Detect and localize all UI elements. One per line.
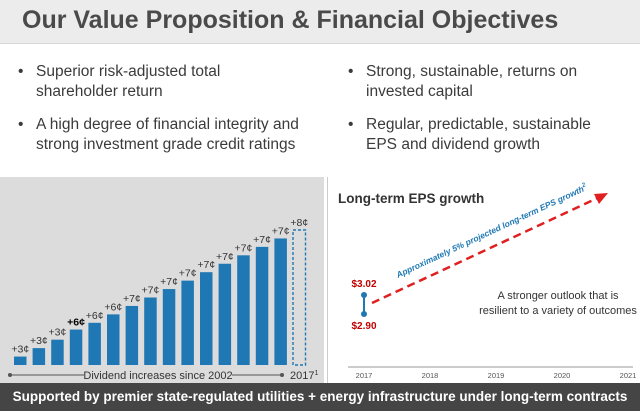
bullet-item: • A high degree of financial integrity a…	[18, 115, 318, 155]
page-title: Our Value Proposition & Financial Object…	[22, 6, 559, 34]
dividend-bar	[107, 314, 120, 365]
dividend-bar	[200, 272, 213, 365]
dividend-bar-label: +7¢	[123, 293, 141, 305]
dividend-bar	[69, 329, 83, 365]
bullet-text-line: A high degree of financial integrity and	[36, 116, 299, 133]
dividend-bar	[125, 305, 139, 365]
dividend-bar	[88, 322, 101, 365]
axis-end-dot	[280, 373, 284, 377]
footer-banner: Supported by premier state-regulated uti…	[0, 383, 640, 411]
dividend-bar-label: +3¢	[30, 335, 48, 347]
dividend-chart-panel: +3¢ +3¢ +3¢ +6¢ +6¢ +6¢ +7¢ +7¢ +7¢ +7¢ +7¢ +7¢ +7¢ +…	[0, 177, 324, 383]
bullet-text-line: Regular, predictable, sustainable	[366, 116, 591, 133]
bullet-text-line: Strong, sustainable, returns on	[366, 63, 578, 80]
dividend-bar-chart: +3¢+3¢+3¢+6¢+6¢+6¢+7¢+7¢+7¢+7¢+7¢+7¢+7¢+…	[8, 217, 318, 382]
dividend-bar	[237, 255, 250, 365]
eps-range-high-label: $3.02	[351, 279, 376, 290]
eps-projection-arrow	[371, 194, 603, 305]
dividend-bar-label: +8¢	[290, 217, 308, 229]
dividend-bar-label: +7¢	[253, 234, 271, 246]
eps-chart-title: Long-term EPS growth	[338, 191, 484, 206]
dividend-bar-label: +7¢	[142, 285, 160, 297]
eps-chart-panel: Long-term EPS growth 2017 2018 2019 2020 2021…	[327, 177, 640, 383]
bullet-text-line: EPS and dividend growth	[366, 136, 541, 153]
dividend-bar-label: +6¢	[67, 317, 85, 329]
dividend-bar-label: +7¢	[235, 242, 253, 254]
bullet-text-line: shareholder return	[36, 83, 163, 100]
eps-x-tick-label: 2017	[356, 371, 373, 380]
dividend-bar-label: +3¢	[49, 327, 67, 339]
dividend-bar-label: +7¢	[160, 276, 178, 288]
dividend-end-year-label: 20171	[290, 370, 318, 382]
eps-x-tick-label: 2019	[488, 371, 505, 380]
bullet-item: • Strong, sustainable, returns on invest…	[348, 62, 638, 102]
bullet-dot-icon: •	[348, 116, 354, 133]
dividend-bar-label: +7¢	[216, 251, 234, 263]
dividend-bar	[32, 348, 46, 365]
eps-range-low-point	[361, 311, 367, 317]
dividend-bar-label: +3¢	[11, 344, 29, 356]
bullet-dot-icon: •	[348, 63, 354, 80]
bullet-dot-icon: •	[18, 63, 24, 80]
dividend-bar	[144, 297, 157, 365]
bullet-item: • Regular, predictable, sustainable EPS …	[348, 115, 638, 155]
dividend-bar-label: +6¢	[86, 310, 104, 322]
eps-x-tick-label: 2020	[554, 371, 571, 380]
eps-annotation-line: A stronger outlook that is	[497, 290, 619, 302]
dividend-bar	[218, 263, 232, 365]
bullet-dot-icon: •	[18, 116, 24, 133]
dividend-bar-label: +6¢	[104, 301, 122, 313]
eps-range-low-label: $2.90	[351, 321, 376, 332]
bullet-text-line: invested capital	[366, 83, 473, 100]
dividend-bar-label: +7¢	[272, 225, 290, 237]
bullet-list-right: • Strong, sustainable, returns on invest…	[348, 62, 638, 168]
bullet-item: • Superior risk-adjusted total sharehold…	[18, 62, 318, 102]
dividend-bar-label: +7¢	[197, 259, 215, 271]
axis-end-dot	[8, 373, 12, 377]
dividend-bar-label: +7¢	[179, 268, 197, 280]
bullet-text-line: strong investment grade credit ratings	[36, 136, 296, 153]
dividend-bar	[162, 289, 176, 365]
eps-x-tick-label: 2018	[422, 371, 439, 380]
dividend-axis-caption: Dividend increases since 2002	[83, 370, 232, 382]
dividend-bar	[51, 339, 64, 365]
bullet-list-left: • Superior risk-adjusted total sharehold…	[18, 62, 318, 168]
eps-x-tick-label: 2021	[620, 371, 637, 380]
dividend-bar	[14, 356, 27, 365]
title-bar: Our Value Proposition & Financial Object…	[0, 0, 640, 44]
dividend-bar	[274, 238, 287, 365]
eps-arrow-head-icon	[594, 193, 608, 204]
eps-growth-chart: Long-term EPS growth 2017 2018 2019 2020 2021…	[338, 182, 637, 380]
dividend-bar-projected	[292, 229, 307, 366]
eps-range-high-point	[361, 292, 367, 298]
bullet-text-line: Superior risk-adjusted total	[36, 63, 221, 80]
dividend-bar	[255, 246, 269, 365]
dividend-bar	[181, 280, 194, 365]
eps-annotation-line: resilient to a variety of outcomes	[479, 305, 637, 317]
